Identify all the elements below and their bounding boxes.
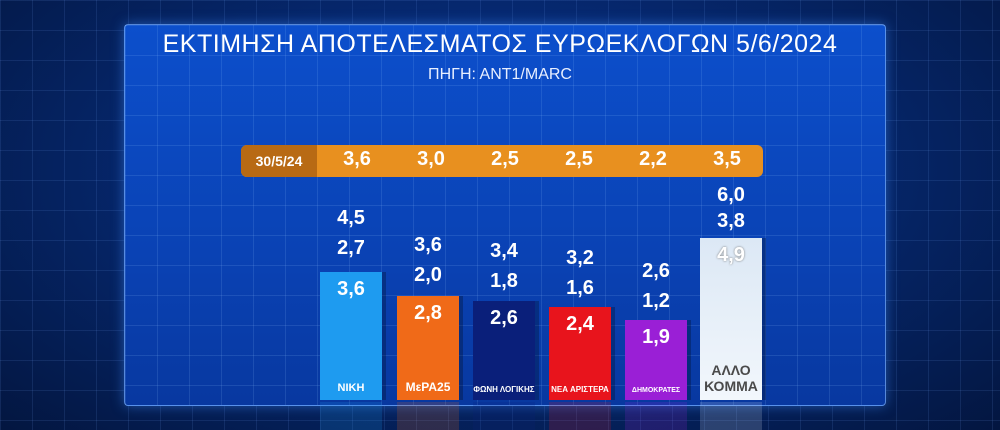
party-logo-mera25: ΜεΡΑ25 (405, 380, 451, 394)
party-logo-allo-komma: ΑΛΛΟ ΚΟΜΜΑ (704, 362, 758, 394)
range-low: 2,0 (414, 264, 442, 286)
estimate-bar: 1,9 ΔΗΜΟΚΡΑΤΕΣ (625, 320, 687, 400)
bar-foni-logikis: 3,4 1,8 2,6 ΦΩΝΗ ΛΟΓΙΚΗΣ (473, 238, 535, 400)
chart-source: ΠΗΓΗ: ΑΝΤ1/MARC (428, 66, 572, 83)
previous-poll-date: 30/5/24 (241, 145, 317, 177)
estimate-value: 2,4 (566, 313, 594, 335)
reflection (473, 402, 535, 430)
estimate-value: 4,9 (717, 244, 745, 266)
chart-title: ΕΚΤΙΜΗΣΗ ΑΠΟΤΕΛΕΣΜΑΤΟΣ ΕΥΡΩΕΚΛΟΓΩΝ 5/6/2… (162, 30, 838, 58)
reflection (320, 402, 382, 430)
estimate-value: 3,6 (337, 278, 365, 300)
range-high: 3,2 (566, 247, 594, 269)
bar-nea-aristera: 3,2 1,6 2,4 ΝΕΑ ΑΡΙΣΤΕΡΑ (549, 245, 611, 400)
reflection (397, 402, 459, 430)
bar-allo-komma: 6,0 3,8 4,9 ΑΛΛΟ ΚΟΜΜΑ (700, 182, 762, 400)
range-high: 2,6 (642, 260, 670, 282)
party-logo-dimokrates: ΔΗΜΟΚΡΑΤΕΣ (631, 387, 681, 394)
bar-dimokrates: 2,6 1,2 1,9 ΔΗΜΟΚΡΑΤΕΣ (625, 258, 687, 400)
previous-value: 3,0 (417, 148, 445, 170)
range-low: 3,8 (717, 210, 745, 232)
estimate-bar: 2,4 ΝΕΑ ΑΡΙΣΤΕΡΑ (549, 307, 611, 400)
previous-value: 3,5 (713, 148, 741, 170)
range-high: 4,5 (337, 207, 365, 229)
reflection (549, 402, 611, 430)
previous-value: 2,2 (639, 148, 667, 170)
party-logo-nea-aristera: ΝΕΑ ΑΡΙΣΤΕΡΑ (551, 385, 609, 394)
range-low: 1,6 (566, 277, 594, 299)
range-high: 3,4 (490, 240, 518, 262)
reflection (625, 402, 687, 430)
reflection (700, 402, 762, 430)
previous-poll-bar: 30/5/24 3,6 3,0 2,5 2,5 2,2 3,5 (241, 145, 763, 177)
range-low: 1,8 (490, 270, 518, 292)
bar-mera25: 3,6 2,0 2,8 ΜεΡΑ25 (397, 232, 459, 400)
bar-niki: 4,5 2,7 3,6 ΝΙΚΗ (320, 205, 382, 400)
previous-value: 3,6 (343, 148, 371, 170)
range-high: 3,6 (414, 234, 442, 256)
estimate-value: 1,9 (642, 326, 670, 348)
range-low: 1,2 (642, 290, 670, 312)
estimate-bar: 2,6 ΦΩΝΗ ΛΟΓΙΚΗΣ (473, 301, 535, 400)
estimate-value: 2,8 (414, 302, 442, 324)
previous-value: 2,5 (565, 148, 593, 170)
range-high: 6,0 (717, 184, 745, 206)
party-logo-niki: ΝΙΚΗ (337, 382, 365, 394)
estimate-value: 2,6 (490, 307, 518, 329)
estimate-bar: 3,6 ΝΙΚΗ (320, 272, 382, 400)
estimate-bar: 2,8 ΜεΡΑ25 (397, 296, 459, 400)
previous-value: 2,5 (491, 148, 519, 170)
range-low: 2,7 (337, 237, 365, 259)
estimate-bar: 4,9 ΑΛΛΟ ΚΟΜΜΑ (700, 238, 762, 400)
party-logo-foni-logikis: ΦΩΝΗ ΛΟΓΙΚΗΣ (473, 385, 535, 394)
